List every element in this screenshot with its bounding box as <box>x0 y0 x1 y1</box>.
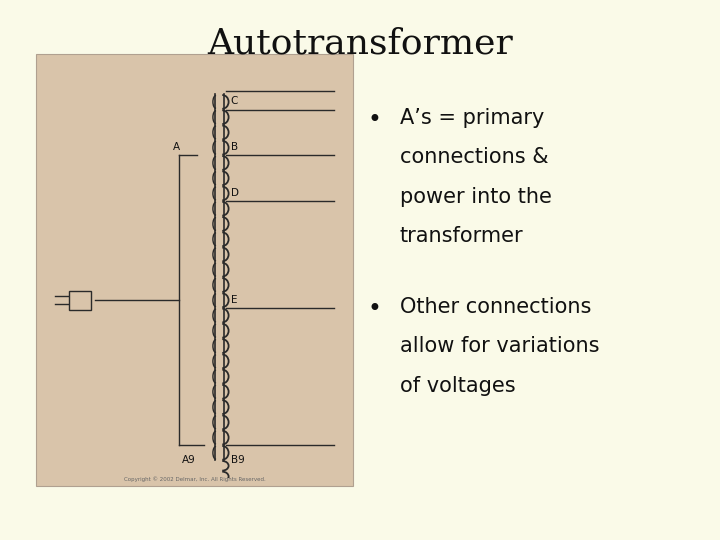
Text: D: D <box>230 188 238 198</box>
Text: •: • <box>367 108 381 132</box>
Text: Autotransformer: Autotransformer <box>207 27 513 61</box>
Text: •: • <box>367 297 381 321</box>
Text: Copyright © 2002 Delmar, Inc. All Rights Reserved.: Copyright © 2002 Delmar, Inc. All Rights… <box>124 476 265 482</box>
Text: allow for variations: allow for variations <box>400 336 599 356</box>
Text: transformer: transformer <box>400 226 523 246</box>
Text: A9: A9 <box>182 455 196 464</box>
Text: of voltages: of voltages <box>400 376 516 396</box>
Text: B: B <box>230 142 238 152</box>
FancyBboxPatch shape <box>36 54 353 486</box>
Text: Other connections: Other connections <box>400 297 591 317</box>
Text: B9: B9 <box>230 455 244 464</box>
Text: C: C <box>230 96 238 106</box>
Text: A: A <box>173 142 180 152</box>
Text: power into the: power into the <box>400 187 552 207</box>
Text: E: E <box>230 295 237 305</box>
Text: A’s = primary: A’s = primary <box>400 108 544 128</box>
FancyBboxPatch shape <box>69 291 91 310</box>
Text: connections &: connections & <box>400 147 548 167</box>
